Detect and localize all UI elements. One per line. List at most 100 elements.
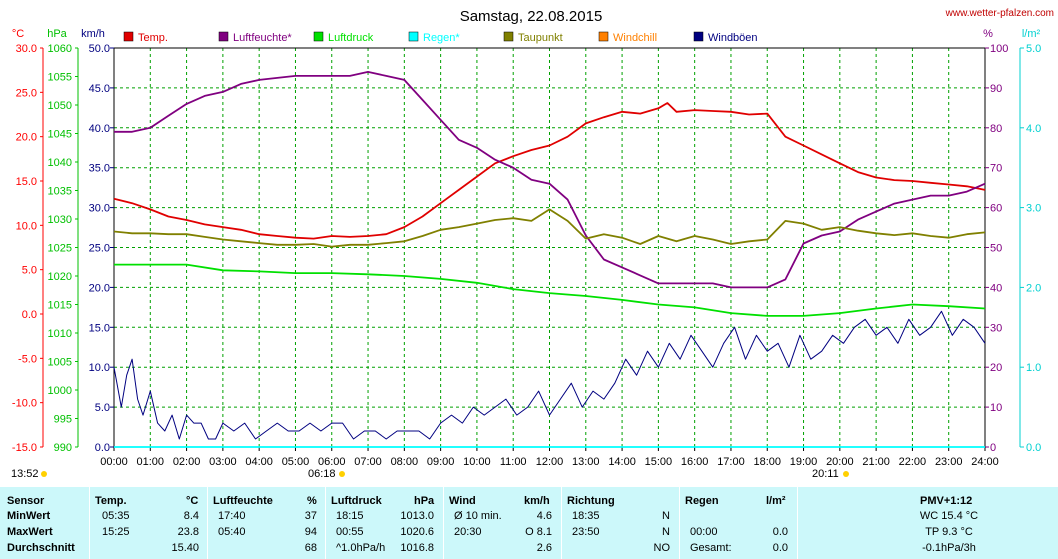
sunrise-time: 06:18 [308, 468, 336, 480]
stats-cell-wind-time: Ø 10 min. [454, 510, 502, 522]
unit-rain: l/m² [1022, 28, 1041, 40]
time-tick-label: 00:00 [100, 456, 128, 468]
time-tick-label: 14:00 [608, 456, 636, 468]
stats-cell-temp-time: 15:25 [102, 526, 130, 538]
sunrise-icon [339, 471, 345, 477]
time-tick-label: 24:00 [971, 456, 999, 468]
unit-wind: km/h [81, 28, 105, 40]
pressure-tick-label: 1055 [48, 72, 72, 84]
legend-label: Luftfeuchte* [233, 32, 292, 44]
pressure-tick-label: 1030 [48, 214, 72, 226]
rain-tick-label: 5.0 [1026, 43, 1041, 55]
time-tick-label: 03:00 [209, 456, 237, 468]
grid [114, 48, 985, 447]
stats-cell-hum-val: 37 [304, 510, 317, 522]
stats-cell-temp-val: 23.8 [177, 526, 199, 538]
stats-cell-pmv: -0.1hPa/3h [922, 542, 976, 554]
humidity-tick-label: 40 [990, 282, 1002, 294]
stats-cell-temp-time: 05:35 [102, 510, 130, 522]
humidity-tick-label: 90 [990, 83, 1002, 95]
sun-icon [41, 471, 47, 477]
column-divider [561, 487, 562, 559]
humidity-tick-label: 30 [990, 322, 1002, 334]
time-tick-label: 13:00 [572, 456, 600, 468]
unit-humidity: % [983, 28, 993, 40]
series-line-gusts [113, 310, 986, 440]
rain-tick-label: 3.0 [1026, 203, 1041, 215]
stats-cell-dir-val: N [662, 510, 670, 522]
humidity-tick-label: 60 [990, 203, 1002, 215]
legend-label: Luftdruck [328, 32, 374, 44]
stats-cell-press-time: ^1.0hPa/h [336, 542, 386, 554]
legend-swatch [598, 31, 609, 42]
legend-swatch [503, 31, 514, 42]
time-tick-label: 07:00 [354, 456, 382, 468]
stats-cell-wind-val: 2.6 [536, 542, 552, 554]
legend-swatch [123, 31, 134, 42]
site-link[interactable]: www.wetter-pfalzen.com [945, 8, 1054, 19]
column-divider [679, 487, 680, 559]
header-pressure-unit: hPa [414, 495, 435, 507]
time-tick-label: 08:00 [391, 456, 419, 468]
humidity-tick-label: 70 [990, 163, 1002, 175]
stats-cell-hum-val: 94 [304, 526, 317, 538]
stats-cell-rain-val: 0.0 [772, 526, 788, 538]
wind-tick-label: 45.0 [89, 83, 110, 95]
temp-tick-label: -5.0 [18, 353, 37, 365]
wind-tick-label: 25.0 [89, 243, 110, 255]
weather-chart: Samstag, 22.08.2015 www.wetter-pfalzen.c… [11, 8, 1054, 480]
time-tick-label: 09:00 [427, 456, 455, 468]
time-tick-label: 12:00 [536, 456, 564, 468]
header-pressure: Luftdruck [331, 495, 382, 507]
start-time: 13:52 [11, 468, 39, 480]
time-tick-label: 02:00 [173, 456, 201, 468]
stats-cell-dir-val: NO [653, 542, 671, 554]
wind-tick-label: 40.0 [89, 123, 110, 135]
wind-tick-label: 5.0 [95, 402, 110, 414]
column-divider [443, 487, 444, 559]
time-tick-label: 17:00 [717, 456, 745, 468]
time-tick-label: 22:00 [899, 456, 927, 468]
header-rain-unit: l/m² [766, 495, 786, 507]
column-divider [797, 487, 798, 559]
stats-cell-wind-time: 20:30 [454, 526, 482, 538]
pressure-tick-label: 1060 [48, 43, 72, 55]
column-divider [325, 487, 326, 559]
pressure-tick-label: 1040 [48, 157, 72, 169]
stats-cell-hum-time: 05:40 [218, 526, 246, 538]
time-tick-label: 01:00 [137, 456, 165, 468]
wind-tick-label: 30.0 [89, 203, 110, 215]
stats-cell-dir-time: 23:50 [572, 526, 600, 538]
wind-axis: 50.0 45.0 40.0 35.0 30.0 25.0 20.0 15.0 10.0 5.0 0… [89, 43, 114, 454]
humidity-tick-label: 10 [990, 402, 1002, 414]
stats-cell-hum-val: 68 [304, 542, 317, 554]
time-tick-label: 20:00 [826, 456, 854, 468]
stats-cell-hum-time: 17:40 [218, 510, 246, 522]
time-tick-label: 19:00 [790, 456, 818, 468]
series-line-humidity [114, 71, 986, 289]
rain-tick-label: 1.0 [1026, 362, 1041, 374]
temp-tick-label: 5.0 [22, 265, 37, 277]
wind-tick-label: 10.0 [89, 362, 110, 374]
wind-tick-label: 20.0 [89, 282, 110, 294]
stats-cell-wind-val: O 8.1 [525, 526, 552, 538]
humidity-tick-label: 100 [990, 43, 1008, 55]
stats-cell-temp-val: 15.40 [171, 542, 199, 554]
pressure-tick-label: 1005 [48, 357, 72, 369]
temp-tick-label: 20.0 [16, 132, 37, 144]
humidity-tick-label: 50 [990, 243, 1002, 255]
series-group [113, 71, 986, 448]
legend-swatch [408, 31, 419, 42]
pressure-axis: 1060 1055 1050 1045 1040 1035 1030 1025 1020 1015… [48, 43, 79, 454]
series-line-temp [113, 102, 986, 240]
stats-cell-press-time: 18:15 [336, 510, 364, 522]
pressure-tick-label: 1010 [48, 328, 72, 340]
header-sensor: Sensor [7, 495, 45, 507]
stats-cell-temp-val: 8.4 [183, 510, 199, 522]
header-temp-unit: °C [186, 495, 199, 507]
temp-axis: 30.0 25.0 20.0 15.0 10.0 5.0 0.0 -5.0 -10.0 -15.0 [12, 43, 44, 454]
time-tick-label: 18:00 [753, 456, 781, 468]
temp-tick-label: 25.0 [16, 87, 37, 99]
wind-tick-label: 15.0 [89, 322, 110, 334]
